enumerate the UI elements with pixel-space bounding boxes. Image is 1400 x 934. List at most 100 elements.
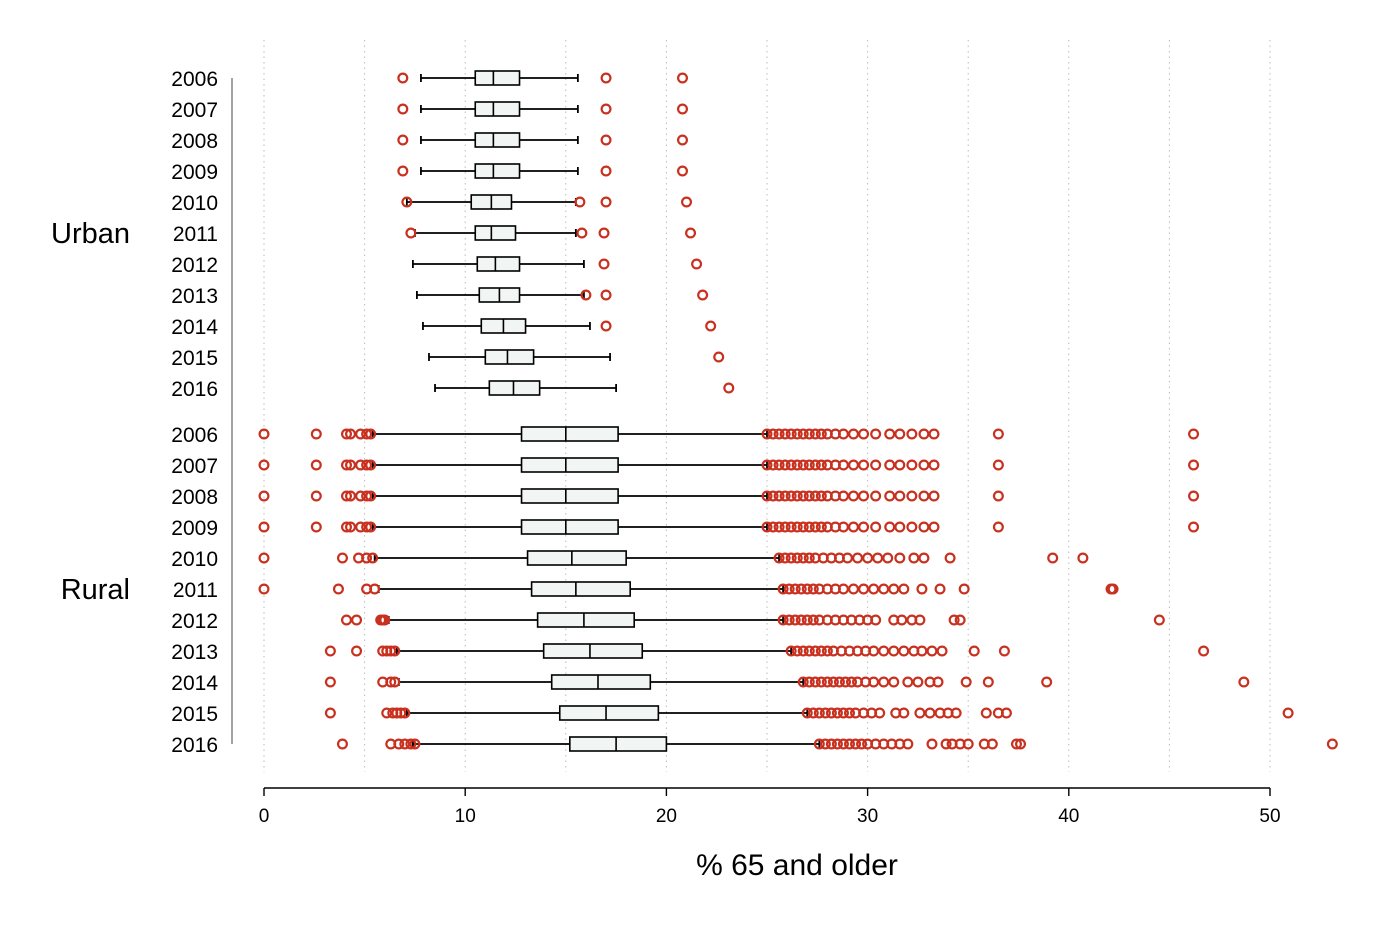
outlier-point [393, 738, 405, 750]
outlier-point [825, 738, 837, 750]
y-tick-label: 2015 [171, 347, 218, 370]
y-tick-label: 2009 [171, 517, 218, 540]
outlier-point [809, 645, 821, 657]
outlier-point [992, 459, 1004, 471]
outlier-point [874, 707, 886, 719]
outlier-point [906, 459, 918, 471]
outlier-point [791, 552, 803, 564]
outlier-point [884, 521, 896, 533]
outlier-point [837, 738, 849, 750]
outlier-point [837, 583, 849, 595]
outlier-point [858, 490, 870, 502]
outlier-point [908, 552, 920, 564]
outlier-point [1188, 459, 1200, 471]
outlier-point [1107, 583, 1119, 595]
outlier-point [258, 490, 270, 502]
outlier-point [918, 428, 930, 440]
outlier-point [928, 521, 940, 533]
outlier-point [803, 676, 815, 688]
outlier-point [870, 459, 882, 471]
outlier-point [958, 583, 970, 595]
box [488, 380, 541, 396]
outlier-point [815, 459, 827, 471]
outlier-point [894, 428, 906, 440]
outlier-point [365, 490, 377, 502]
outlier-point [676, 103, 688, 115]
y-tick-label: 2012 [171, 254, 218, 277]
outlier-point [791, 645, 803, 657]
outlier-point [1047, 552, 1059, 564]
outlier-point [351, 614, 363, 626]
outlier-point [980, 707, 992, 719]
x-tick-label: 50 [1259, 806, 1280, 827]
outlier-point [918, 459, 930, 471]
outlier-point [882, 552, 894, 564]
outlier-point [797, 552, 809, 564]
outlier-point [982, 676, 994, 688]
outlier-point [332, 583, 344, 595]
outlier-point [813, 707, 825, 719]
outlier-point [1153, 614, 1165, 626]
box [474, 101, 521, 117]
outlier-point [950, 707, 962, 719]
outlier-point [767, 428, 779, 440]
outlier-point [797, 490, 809, 502]
outlier-point [1238, 676, 1250, 688]
outlier-point [894, 552, 906, 564]
outlier-point [767, 521, 779, 533]
outlier-point [1326, 738, 1338, 750]
outlier-point [767, 459, 779, 471]
x-tick-label: 30 [857, 806, 878, 827]
outlier-point [791, 490, 803, 502]
outlier-point [815, 490, 827, 502]
outlier-point [797, 676, 809, 688]
outlier-point [801, 614, 813, 626]
outlier-point [361, 459, 373, 471]
outlier-point [791, 428, 803, 440]
outlier-point [389, 676, 401, 688]
outlier-point [785, 428, 797, 440]
labels: 0 10 20 30 40 50 Urban 2006 2007 2008 2009 2010 2011… [51, 68, 1281, 827]
outlier-point [773, 459, 785, 471]
outlier-point [369, 583, 381, 595]
outlier-point [676, 72, 688, 84]
outlier-point [872, 552, 884, 564]
outlier-point [898, 707, 910, 719]
outlier-point [1198, 645, 1210, 657]
outlier-point [691, 258, 703, 270]
outlier-point [351, 645, 363, 657]
outlier-point [324, 707, 336, 719]
box [476, 256, 521, 272]
outlier-point [600, 72, 612, 84]
outlier-point [1015, 738, 1027, 750]
y-tick-label: 2013 [171, 641, 218, 664]
outlier-point [789, 583, 801, 595]
outlier-point [801, 707, 813, 719]
outlier-point [858, 521, 870, 533]
outlier-point [576, 227, 588, 239]
outlier-point [401, 196, 413, 208]
y-tick-label: 2006 [171, 68, 218, 91]
outlier-point [773, 428, 785, 440]
outlier-point [848, 521, 860, 533]
outlier-point [379, 614, 391, 626]
outlier-point [324, 676, 336, 688]
outlier-point [868, 676, 880, 688]
box [484, 349, 535, 365]
outlier-point [779, 459, 791, 471]
outlier-point [841, 552, 853, 564]
box [474, 225, 517, 241]
outlier-point [773, 552, 785, 564]
y-tick-label: 2007 [171, 99, 218, 122]
outlier-point [600, 196, 612, 208]
outlier-point [896, 614, 908, 626]
outlier-point [310, 521, 322, 533]
outlier-point [932, 676, 944, 688]
outlier-point [258, 552, 270, 564]
outlier-point [809, 676, 821, 688]
box [550, 674, 652, 690]
outlier-point [773, 490, 785, 502]
box [520, 488, 619, 504]
outlier-point [821, 645, 833, 657]
outlier-point [809, 428, 821, 440]
